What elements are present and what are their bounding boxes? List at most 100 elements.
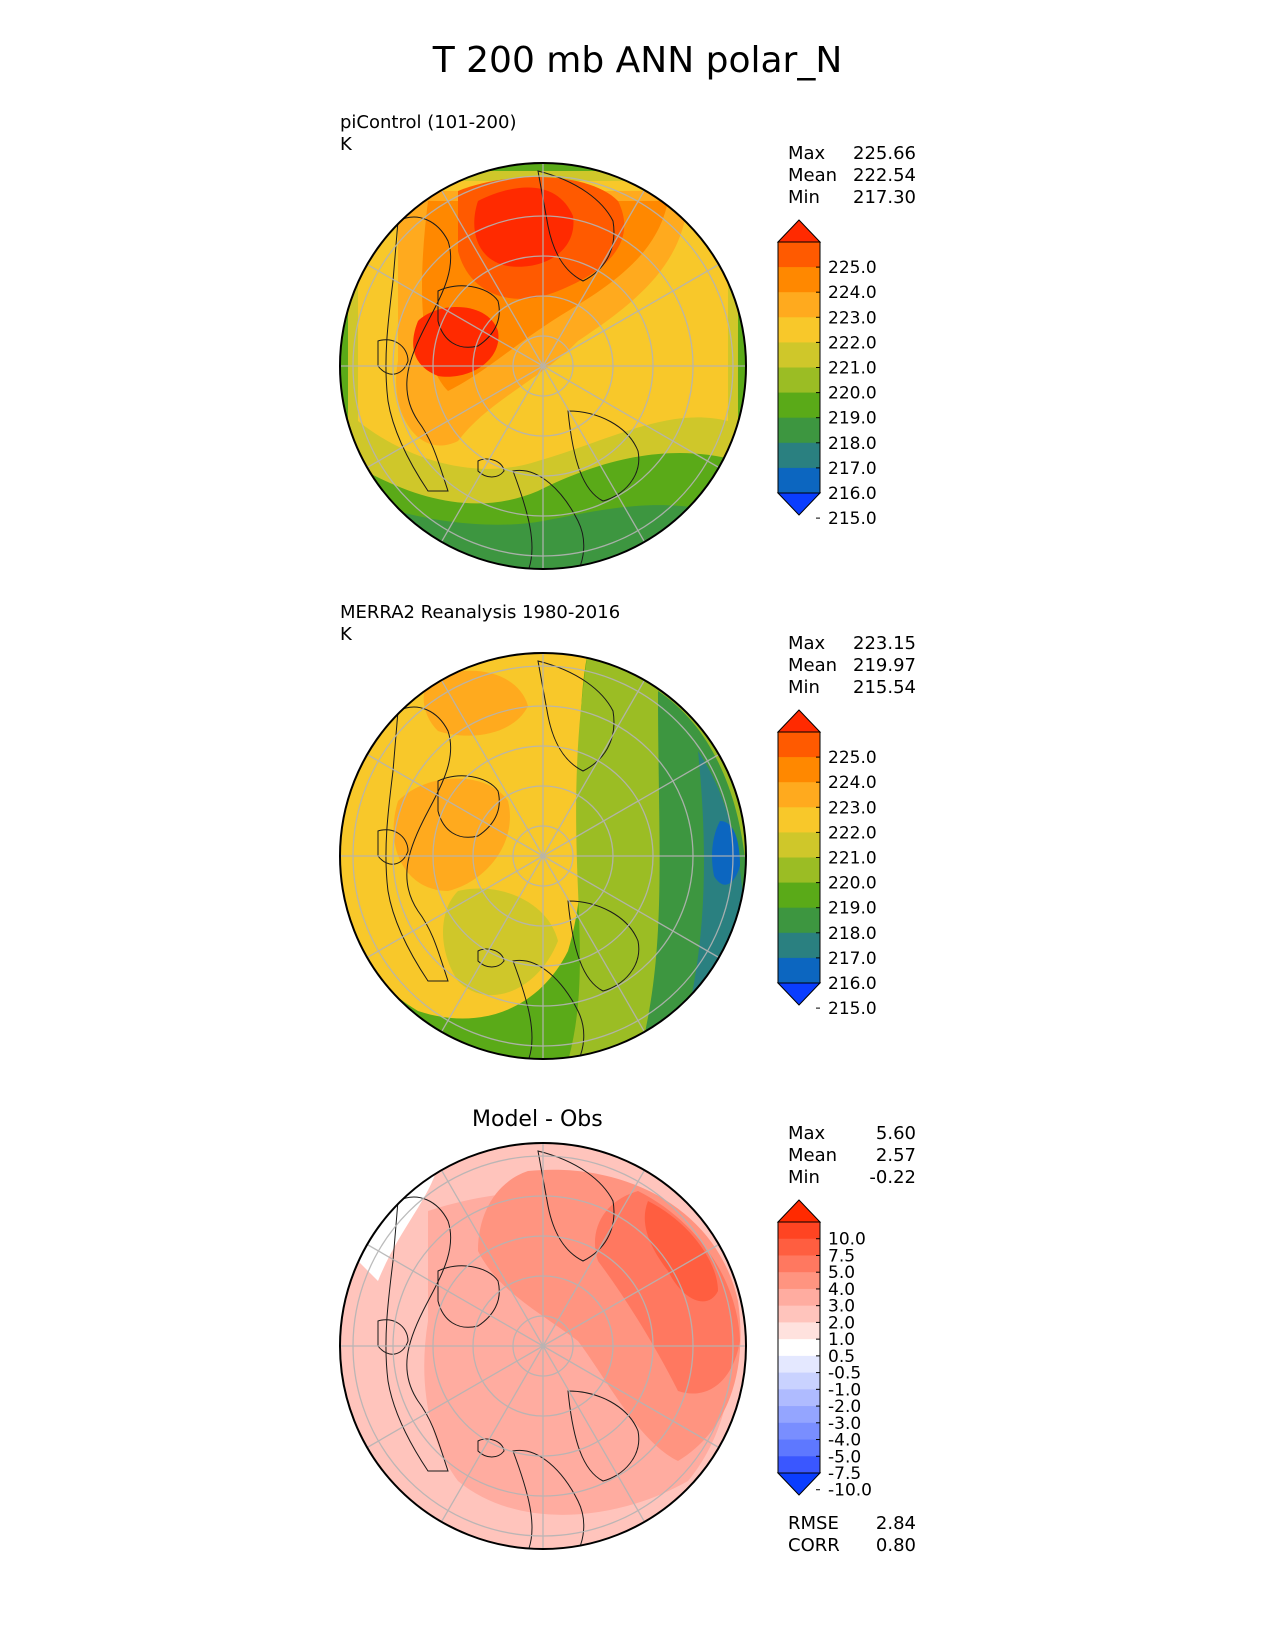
colorbar-swatch xyxy=(778,757,820,783)
stat-value: 215.54 xyxy=(853,677,916,698)
colorbar-tick-label: 220.0 xyxy=(828,874,877,894)
meridian-line xyxy=(366,365,544,469)
meridian-line xyxy=(440,855,544,1033)
coastline xyxy=(512,1449,585,1549)
colorbar-swatch xyxy=(778,1288,820,1307)
panel-2-stats: Max 223.15 Mean 219.97 Min 215.54 xyxy=(788,633,916,699)
colorbar-tick-label: 223.0 xyxy=(828,308,877,328)
coastline xyxy=(567,900,640,992)
colorbar-swatch xyxy=(778,1255,820,1273)
coastline xyxy=(385,706,452,982)
metric-label: RMSE xyxy=(788,1513,839,1534)
colorbar-tick-label: 10.0 xyxy=(828,1230,866,1250)
panel-1-units: K xyxy=(340,134,352,155)
field-region xyxy=(393,778,510,891)
colorbar-tick-label: 219.0 xyxy=(828,899,877,919)
meridian-line xyxy=(440,1345,544,1523)
colorbar-swatch xyxy=(778,1372,820,1390)
colorbar-swatch xyxy=(778,442,820,469)
colorbar-swatch xyxy=(778,957,820,984)
meridian-line xyxy=(542,263,720,367)
coastlines xyxy=(377,1150,640,1549)
colorbar-swatch xyxy=(778,467,820,494)
colorbar-tick-label: 224.0 xyxy=(828,773,877,793)
colorbar-swatch xyxy=(778,907,820,934)
meridian-line xyxy=(366,1243,544,1347)
graticule xyxy=(340,1143,746,1549)
coastline xyxy=(477,948,505,968)
meridian-line xyxy=(542,753,720,857)
panel-2-units: K xyxy=(340,624,352,645)
metric-value: 0.80 xyxy=(875,1535,916,1556)
colorbar-tick-label: 215.0 xyxy=(828,999,877,1019)
meridian-line xyxy=(440,365,544,543)
colorbar-tick-label: 215.0 xyxy=(828,509,877,529)
map-border xyxy=(339,1142,747,1550)
colorbar-extend-min xyxy=(776,1472,822,1496)
meridian-line xyxy=(542,679,646,857)
colorbar-tick-label: -4.0 xyxy=(828,1431,861,1451)
panel-2-colorbar: 225.0 224.0 223.0 222.0 221.0 220.0 219.0 218.0… xyxy=(776,709,877,1019)
colorbar-swatch xyxy=(778,242,820,268)
colorbar-swatch xyxy=(778,342,820,368)
meridian-line xyxy=(440,679,544,857)
colorbar-swatch xyxy=(778,1456,820,1474)
stat-value: 217.30 xyxy=(853,187,916,208)
coastline xyxy=(385,216,452,492)
colorbar-tick-label: -1.0 xyxy=(828,1380,861,1400)
meridian-line xyxy=(366,753,544,857)
field-region xyxy=(443,888,558,996)
colorbar-swatch xyxy=(778,267,820,293)
graticule xyxy=(340,163,746,569)
colorbar-tick-label: 224.0 xyxy=(828,283,877,303)
colorbar-swatch xyxy=(778,367,820,394)
colorbar-tick-label: -2.0 xyxy=(828,1397,861,1417)
figure-title: T 200 mb ANN polar_N xyxy=(432,40,843,81)
stat-value: 225.66 xyxy=(853,143,916,164)
colorbar-swatch xyxy=(778,1406,820,1424)
coastline xyxy=(437,775,500,838)
colorbar-swatch xyxy=(778,832,820,858)
meridian-line xyxy=(542,365,720,469)
panel-3-polar-map xyxy=(339,1142,747,1550)
meridian-line xyxy=(542,189,646,367)
stat-label: Max xyxy=(788,633,826,654)
stat-label: Max xyxy=(788,1123,826,1144)
map-border xyxy=(339,652,747,1060)
stat-label: Mean xyxy=(788,655,838,676)
field-layer xyxy=(340,163,746,569)
field-region xyxy=(594,1191,740,1394)
stat-label: Max xyxy=(788,143,826,164)
stat-value: 219.97 xyxy=(853,655,916,676)
coastline xyxy=(567,410,640,502)
meridian-line xyxy=(542,1345,720,1449)
field-region xyxy=(423,670,528,736)
colorbar-swatch xyxy=(778,932,820,959)
colorbar-extend-max xyxy=(776,709,822,733)
colorbar-tick-label: 2.0 xyxy=(828,1313,855,1333)
coastlines xyxy=(377,170,640,569)
meridian-line xyxy=(542,855,720,959)
colorbar-swatch xyxy=(778,1322,820,1340)
meridian-line xyxy=(440,189,544,367)
panel-1-stats: Max 225.66 Mean 222.54 Min 217.30 xyxy=(788,143,916,209)
panel-2-polar-map xyxy=(339,652,747,1060)
meridian-line xyxy=(366,855,544,959)
coastline xyxy=(537,170,615,282)
stat-value: 222.54 xyxy=(853,165,916,186)
meridian-line xyxy=(542,1169,646,1347)
meridian-line xyxy=(440,1169,544,1347)
colorbar-tick-label: 1.0 xyxy=(828,1330,855,1350)
stat-label: Mean xyxy=(788,1145,838,1166)
colorbar-swatch xyxy=(778,392,820,419)
colorbar-swatch xyxy=(778,417,820,444)
panel-3-title: Model - Obs xyxy=(472,1107,603,1132)
colorbar-swatch xyxy=(778,857,820,884)
colorbar-tick-label: -3.0 xyxy=(828,1414,861,1434)
panel-1-polar-map xyxy=(339,162,747,570)
colorbar-tick-label: -5.0 xyxy=(828,1447,861,1467)
colorbar-tick-label: 218.0 xyxy=(828,434,877,454)
colorbar-tick-label: 217.0 xyxy=(828,459,877,479)
panel-1-colorbar: 225.0 224.0 223.0 222.0 221.0 220.0 219.0 218.0… xyxy=(776,219,877,529)
colorbar-extend-min xyxy=(776,982,822,1006)
